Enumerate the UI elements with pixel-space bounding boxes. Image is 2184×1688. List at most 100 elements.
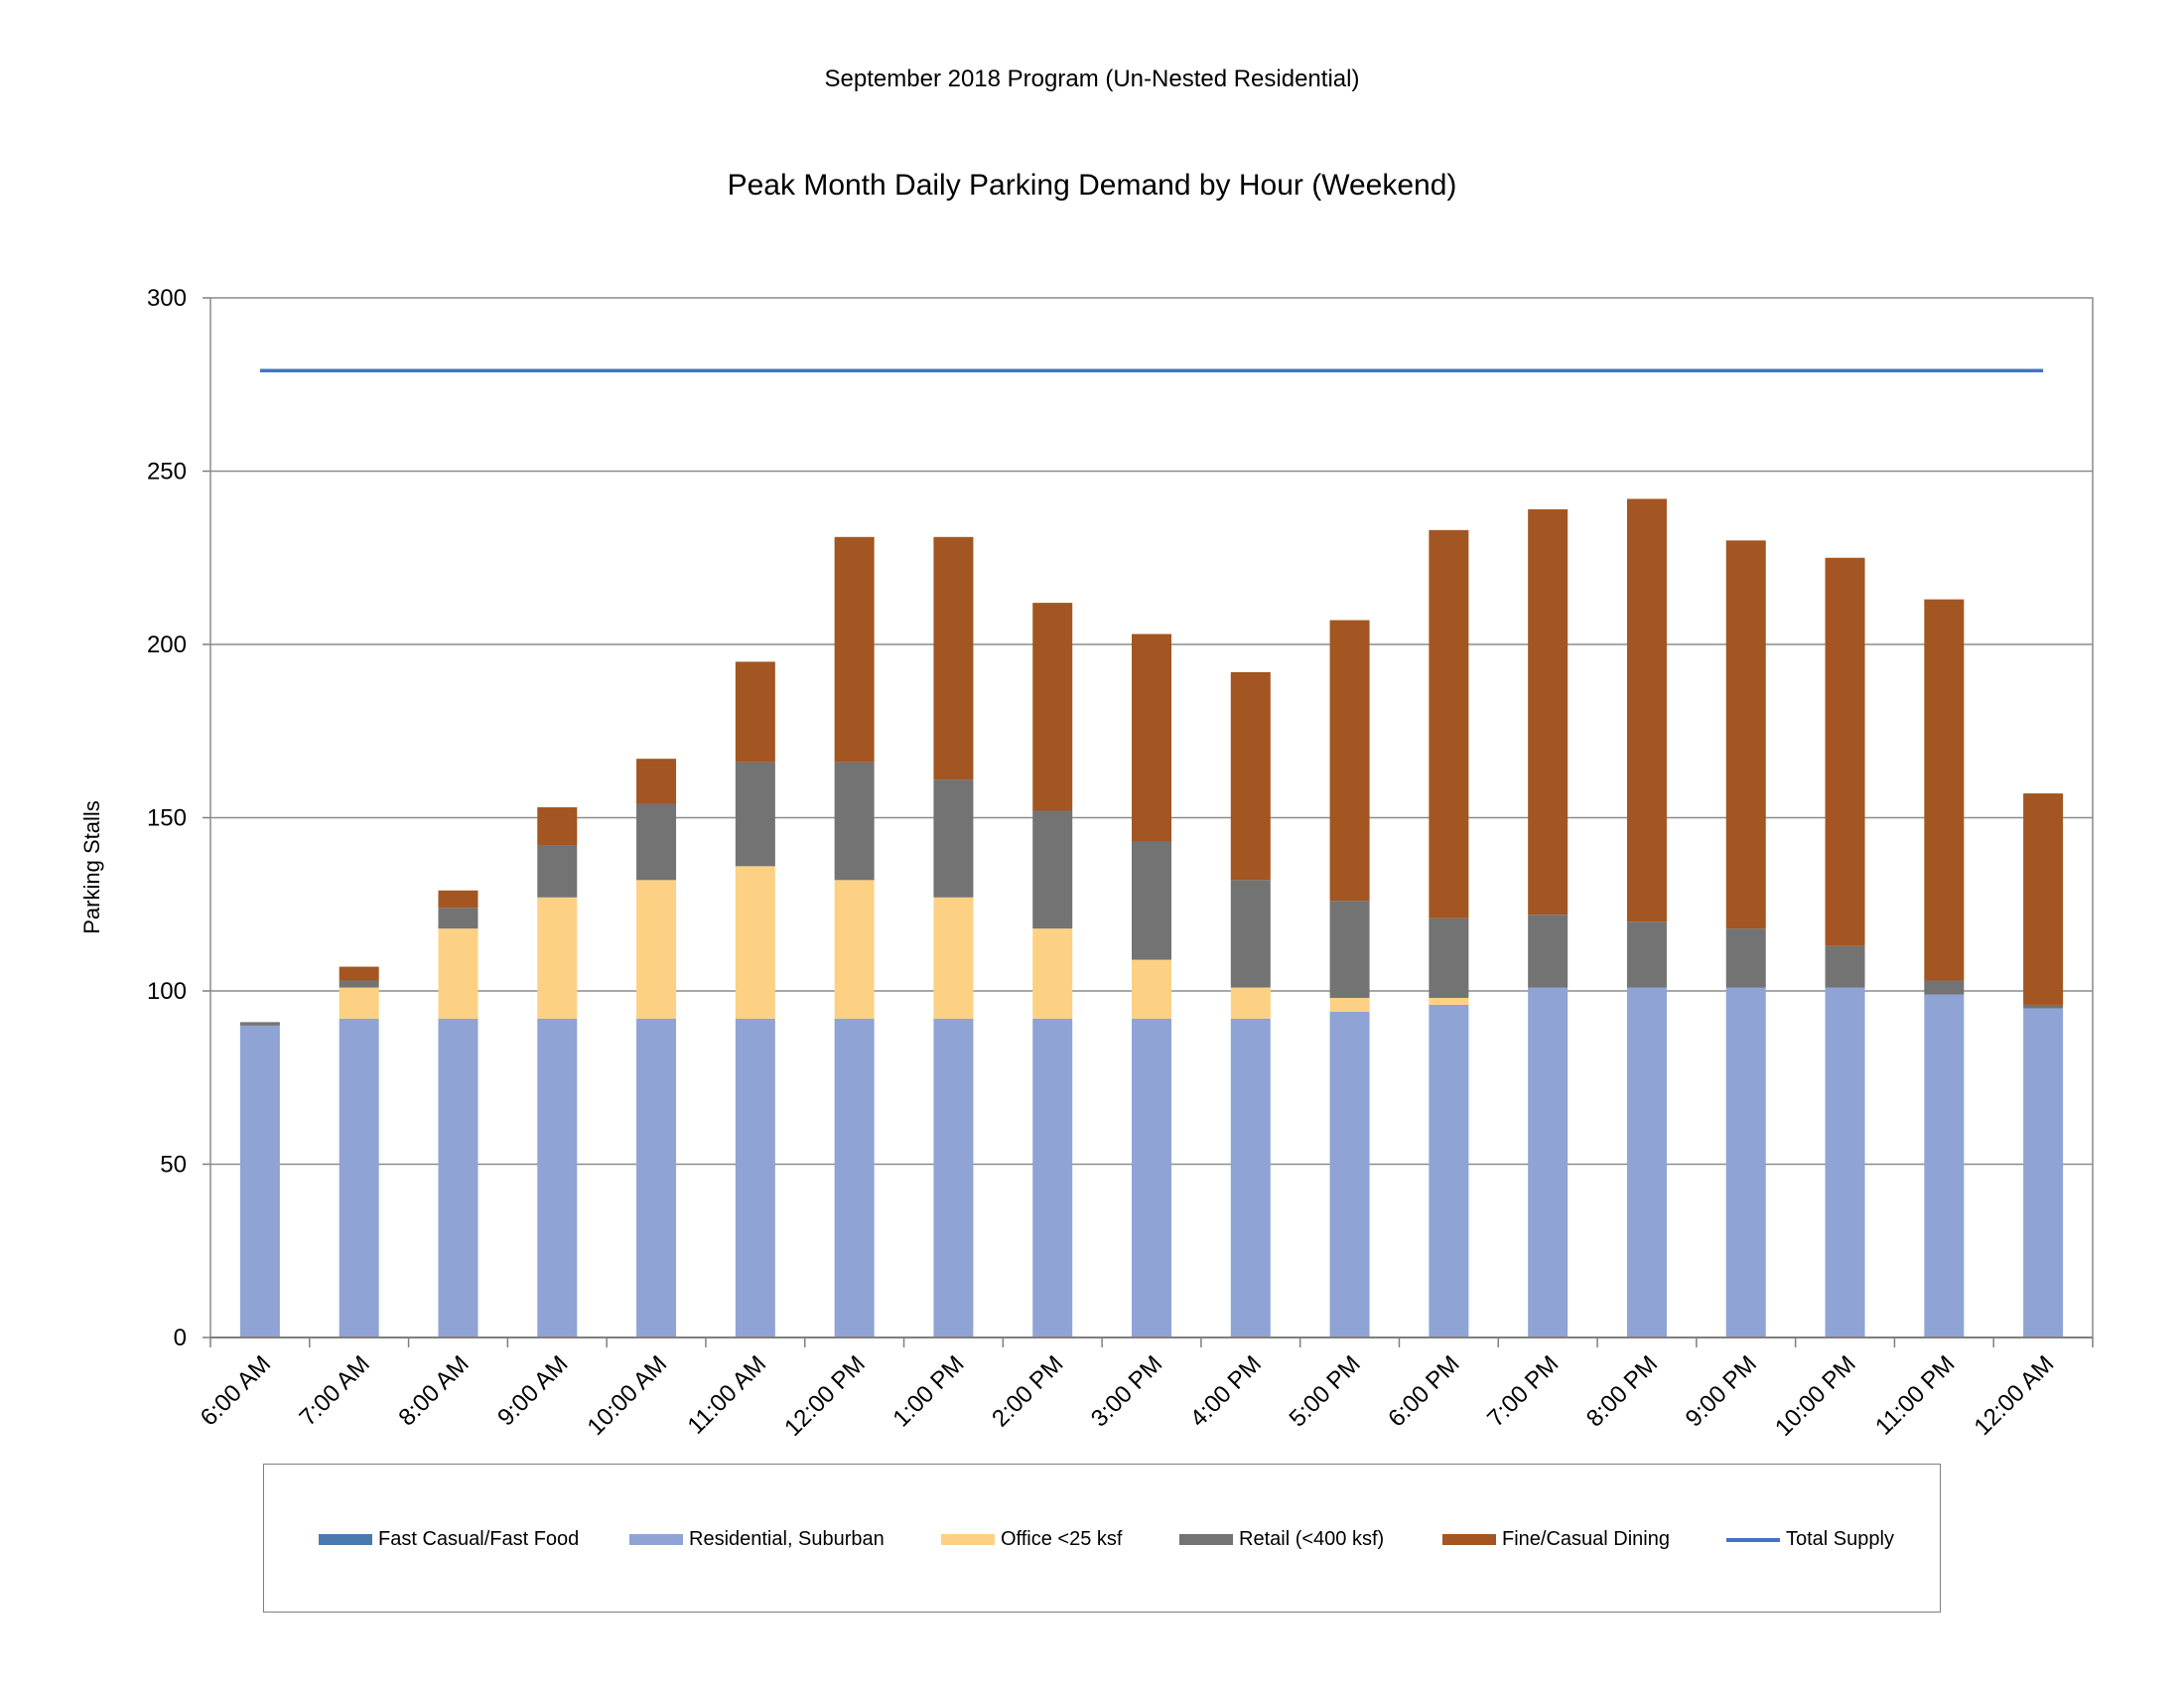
bar-segment	[1725, 928, 1766, 988]
bar-segment	[1626, 498, 1667, 922]
x-tick-label: 7:00 AM	[295, 1350, 375, 1431]
y-tick-label: 300	[147, 285, 187, 312]
bar-segment	[1329, 1011, 1370, 1337]
bar-segment	[1032, 928, 1073, 1019]
legend-swatch	[629, 1534, 683, 1545]
bar-segment	[1329, 997, 1370, 1012]
bar-segment	[1528, 508, 1569, 915]
bar-segment	[239, 1025, 280, 1337]
bar-segment	[537, 807, 578, 846]
bar-segment	[239, 1022, 280, 1026]
x-tick-label: 11:00 AM	[683, 1350, 772, 1440]
chart-supertitle: September 2018 Program (Un-Nested Reside…	[824, 66, 1360, 92]
legend-item-total-supply: Total Supply	[1726, 1528, 1894, 1551]
bar-segment	[636, 759, 677, 804]
y-tick-label: 100	[147, 978, 187, 1005]
bar-segment	[1429, 529, 1469, 918]
bar-segment	[1230, 880, 1271, 988]
bar-segment	[438, 928, 478, 1019]
bar-segment	[1132, 633, 1171, 842]
x-tick-label: 4:00 PM	[1185, 1350, 1267, 1432]
bar-segment	[438, 908, 478, 929]
legend-item-residential: Residential, Suburban	[629, 1528, 885, 1551]
bar-segment	[1725, 540, 1766, 929]
legend-item-fast-casual: Fast Casual/Fast Food	[319, 1528, 579, 1551]
x-tick-label: 5:00 PM	[1285, 1350, 1366, 1432]
bar-segment	[834, 762, 875, 881]
x-tick-label: 2:00 PM	[987, 1350, 1068, 1432]
bar-segment	[2023, 1004, 2064, 1009]
bar-segment	[2023, 793, 2064, 1005]
bar-segment	[339, 980, 379, 988]
y-tick-label: 50	[160, 1152, 187, 1179]
bar-segment	[2023, 1008, 2064, 1337]
bar-segment	[537, 897, 578, 1019]
bar-segment	[339, 987, 379, 1019]
x-tick-label: 9:00 AM	[492, 1350, 573, 1431]
bar-segment	[933, 897, 974, 1019]
bar-segment	[636, 880, 677, 1019]
x-tick-label: 10:00 AM	[582, 1350, 672, 1441]
x-tick-label: 1:00 PM	[887, 1350, 969, 1432]
chart-title: Peak Month Daily Parking Demand by Hour …	[727, 169, 1457, 202]
x-tick-label: 8:00 AM	[393, 1350, 474, 1431]
legend-label: Retail (<400 ksf)	[1239, 1528, 1385, 1550]
bar-segment	[1825, 945, 1865, 988]
bar-segment	[933, 779, 974, 898]
legend-label: Office <25 ksf	[1001, 1528, 1123, 1550]
chart-legend: Fast Casual/Fast Food Residential, Subur…	[263, 1464, 1941, 1613]
legend-label: Fine/Casual Dining	[1502, 1528, 1670, 1550]
bar-segment	[438, 1018, 478, 1337]
bar-segment	[1825, 557, 1865, 946]
bar-segment	[1429, 997, 1469, 1005]
bar-segment	[933, 536, 974, 780]
bar-segment	[933, 1018, 974, 1337]
bar-segment	[1132, 959, 1171, 1019]
x-tick-label: 10:00 PM	[1770, 1350, 1861, 1442]
y-tick-label: 0	[174, 1325, 187, 1351]
bar-segment	[1132, 841, 1171, 960]
bar-segment	[1230, 671, 1271, 881]
bar-segment	[1924, 994, 1965, 1337]
bar-segment	[735, 762, 775, 867]
x-tick-label: 11:00 PM	[1870, 1350, 1960, 1440]
bar-segment	[1032, 1018, 1073, 1337]
bar-segment	[1924, 980, 1965, 995]
x-tick-label: 3:00 PM	[1086, 1350, 1167, 1432]
bar-segment	[1924, 599, 1965, 981]
bar-segment	[1626, 987, 1667, 1337]
bar-segment	[1329, 901, 1370, 998]
bar-segment	[1329, 620, 1370, 902]
bar-segment	[1032, 603, 1073, 811]
y-axis-title: Parking Stalls	[79, 800, 104, 934]
legend-swatch	[319, 1534, 372, 1545]
x-tick-label: 9:00 PM	[1681, 1350, 1762, 1432]
legend-swatch	[941, 1534, 995, 1545]
bar-segment	[1528, 914, 1569, 988]
x-tick-label: 7:00 PM	[1482, 1350, 1564, 1432]
x-tick-label: 6:00 PM	[1383, 1350, 1464, 1432]
bar-segment	[834, 536, 875, 763]
bar-segment	[339, 966, 379, 981]
legend-item-office: Office <25 ksf	[941, 1528, 1122, 1551]
legend-item-dining: Fine/Casual Dining	[1442, 1528, 1670, 1551]
legend-label: Residential, Suburban	[689, 1528, 885, 1550]
legend-label: Fast Casual/Fast Food	[378, 1528, 580, 1550]
x-tick-label: 8:00 PM	[1581, 1350, 1663, 1432]
y-tick-label: 250	[147, 459, 187, 486]
x-tick-label: 6:00 AM	[196, 1350, 276, 1431]
bar-segment	[537, 845, 578, 898]
legend-item-retail: Retail (<400 ksf)	[1179, 1528, 1384, 1551]
bar-segment	[1725, 987, 1766, 1337]
bar-segment	[339, 1018, 379, 1337]
y-tick-label: 200	[147, 632, 187, 658]
legend-swatch	[1726, 1537, 1780, 1542]
bar-segment	[735, 1018, 775, 1337]
bar-segment	[834, 880, 875, 1019]
legend-label: Total Supply	[1786, 1528, 1894, 1550]
legend-swatch	[1442, 1534, 1496, 1545]
bar-segment	[1132, 1018, 1171, 1337]
bar-segment	[735, 661, 775, 763]
bar-segment	[1032, 810, 1073, 929]
